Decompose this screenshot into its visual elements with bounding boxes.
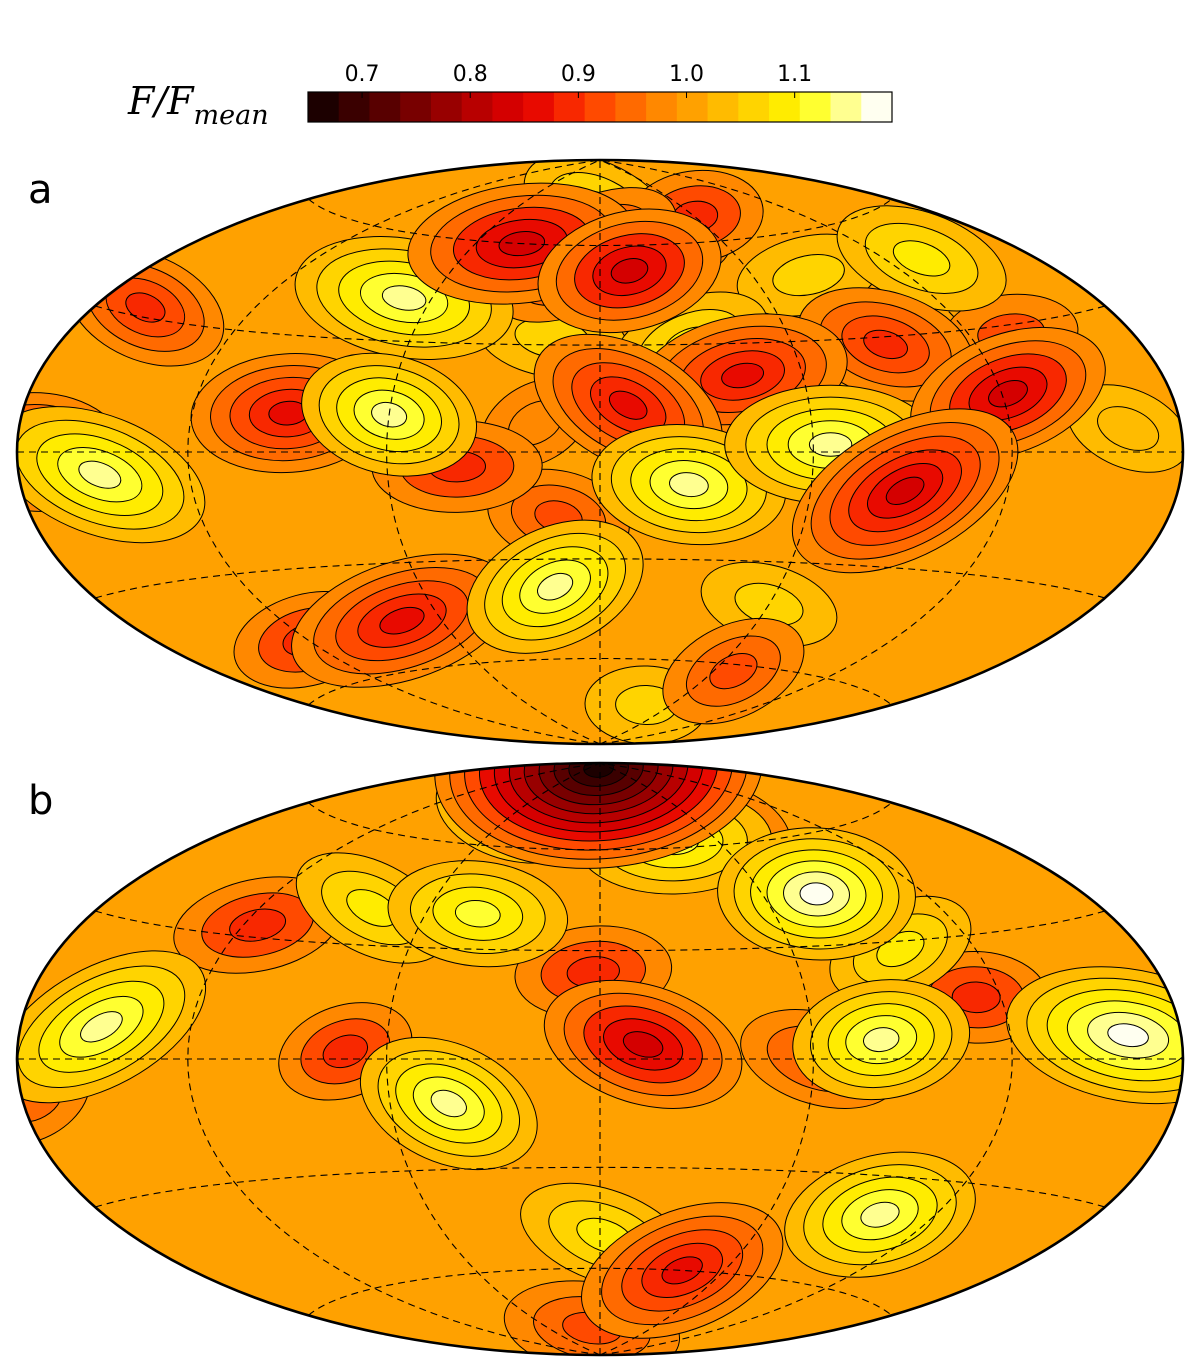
graticule-meridian — [386, 160, 601, 744]
colorbar-title-main: F/F — [128, 79, 194, 123]
contour-level — [951, 981, 1001, 1014]
graticule-meridian — [187, 160, 601, 744]
colorbar-swatch — [830, 92, 862, 122]
colorbar-swatch — [676, 92, 709, 122]
contour-level — [772, 254, 845, 297]
flux-maximum — [17, 406, 206, 544]
contour-level — [661, 1256, 703, 1285]
graticule — [17, 763, 1183, 1355]
flux-maximum — [784, 1151, 976, 1278]
colorbar-title-subscript: mean — [193, 100, 269, 131]
graticule-meridian — [599, 763, 1013, 1355]
flux-minimum — [581, 1202, 784, 1339]
flux-maximum — [387, 860, 569, 968]
contour-level — [454, 899, 501, 928]
colorbar-swatch — [338, 92, 371, 122]
colorbar-tick-label: 0.9 — [561, 62, 596, 87]
panel-label-a: a — [28, 167, 53, 213]
flux-maximum — [1066, 384, 1183, 473]
colorbar: 0.7 0.8 0.9 1.0 1.1 — [307, 62, 893, 123]
colorbar-swatch — [769, 92, 801, 122]
flux-maximum — [17, 950, 207, 1104]
colorbar-swatch — [553, 92, 586, 122]
sky-map-b — [15, 761, 1185, 1357]
contour-level — [80, 1011, 123, 1043]
flux-maximum — [836, 205, 1007, 312]
panel-label-b: b — [28, 778, 54, 824]
colorbar-swatch — [584, 92, 616, 122]
sky-outline — [15, 761, 1185, 1357]
contour-level — [860, 1201, 900, 1228]
colorbar-swatch — [646, 92, 678, 122]
graticule-parallel — [94, 910, 1106, 952]
flux-minimum — [543, 979, 743, 1109]
colorbar-title: F/Fmean — [128, 79, 269, 129]
sky-outline — [15, 158, 1185, 746]
colorbar-tick-label: 0.8 — [453, 62, 488, 87]
graticule-meridian — [599, 160, 814, 744]
contour-level — [379, 606, 425, 635]
contour-level — [537, 572, 574, 601]
graticule-meridian — [599, 160, 1013, 744]
graticule-meridian — [386, 763, 601, 1355]
flux-maximum — [792, 979, 971, 1101]
graticule-meridian — [599, 763, 814, 1355]
colorbar-swatch — [400, 92, 432, 122]
contour-level — [622, 1031, 664, 1058]
colorbar-tick-label: 0.7 — [345, 62, 380, 87]
contour-level — [988, 379, 1028, 408]
colorbar-swatch — [799, 92, 832, 122]
contour-level — [430, 1089, 467, 1118]
contour-level — [709, 652, 758, 690]
colorbar-tick-label: 1.0 — [669, 62, 704, 87]
colorbar-swatch — [492, 92, 524, 122]
contour-level — [808, 432, 853, 457]
contour-level — [885, 476, 925, 505]
flux-maximum — [466, 519, 644, 654]
colorbar-swatch — [461, 92, 494, 122]
flux-maximum — [359, 1036, 538, 1171]
contour-level — [125, 292, 166, 323]
graticule — [17, 160, 1183, 744]
colorbar-swatch — [615, 92, 647, 122]
contour-level — [668, 472, 709, 498]
contour-level — [1097, 406, 1160, 451]
colorbar-swatch — [430, 92, 463, 122]
colorbar-swatch — [738, 92, 770, 122]
contour-level — [1107, 1023, 1149, 1048]
flux-maximum — [717, 827, 916, 961]
colorbar-frame — [307, 91, 893, 123]
colorbar-swatch — [369, 92, 401, 122]
contour-level — [721, 362, 765, 389]
contour-level — [229, 908, 287, 942]
flux-contours — [17, 160, 1183, 744]
colorbar-swatch — [707, 92, 739, 122]
colorbar-swatch — [861, 92, 893, 122]
contour-level — [381, 285, 427, 311]
contour-level — [892, 240, 951, 277]
flux-minimum — [434, 763, 763, 869]
contour-level — [799, 882, 834, 906]
contour-level — [862, 1027, 900, 1053]
colorbar-swatch — [308, 92, 340, 122]
colorbar-tick-label: 1.1 — [777, 62, 812, 87]
contour-level — [608, 390, 648, 420]
flux-minimum — [662, 617, 805, 725]
sky-map-a — [15, 158, 1185, 746]
flux-contours — [17, 763, 1183, 1355]
flux-minimum — [791, 408, 1019, 574]
graticule-parallel — [94, 1166, 1106, 1208]
contour-level — [610, 257, 649, 284]
colorbar-swatch — [523, 92, 555, 122]
flux-minimum — [537, 208, 722, 334]
contour-level — [78, 460, 122, 489]
flux-maximum — [591, 424, 787, 546]
flux-minimum — [291, 553, 513, 688]
graticule-meridian — [187, 763, 601, 1355]
